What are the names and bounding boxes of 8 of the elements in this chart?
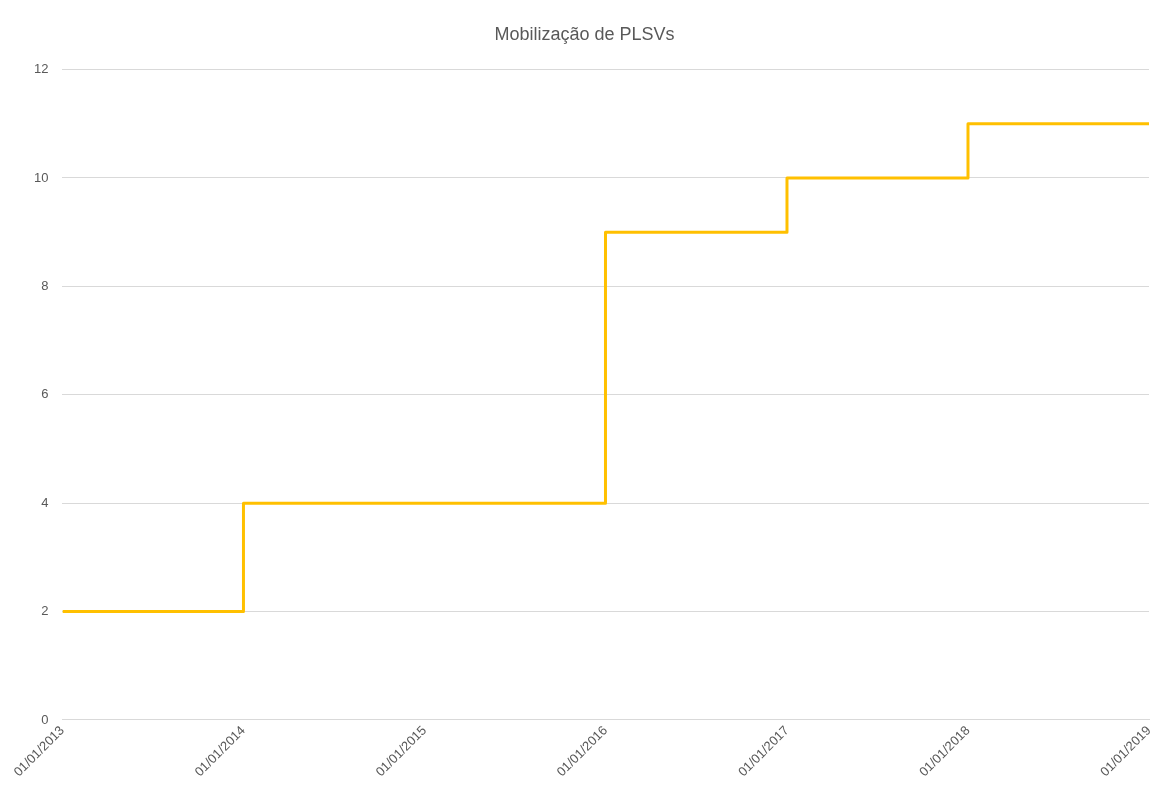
y-tick-label: 12 (33, 61, 49, 77)
y-tick-label: 6 (41, 386, 49, 402)
y-tick-label: 2 (41, 603, 49, 619)
y-tick-label: 0 (41, 711, 49, 727)
chart-title: Mobilização de PLSVs (494, 23, 675, 44)
y-tick-label: 10 (33, 169, 49, 185)
y-tick-label: 8 (41, 277, 49, 293)
y-tick-label: 4 (41, 494, 49, 510)
